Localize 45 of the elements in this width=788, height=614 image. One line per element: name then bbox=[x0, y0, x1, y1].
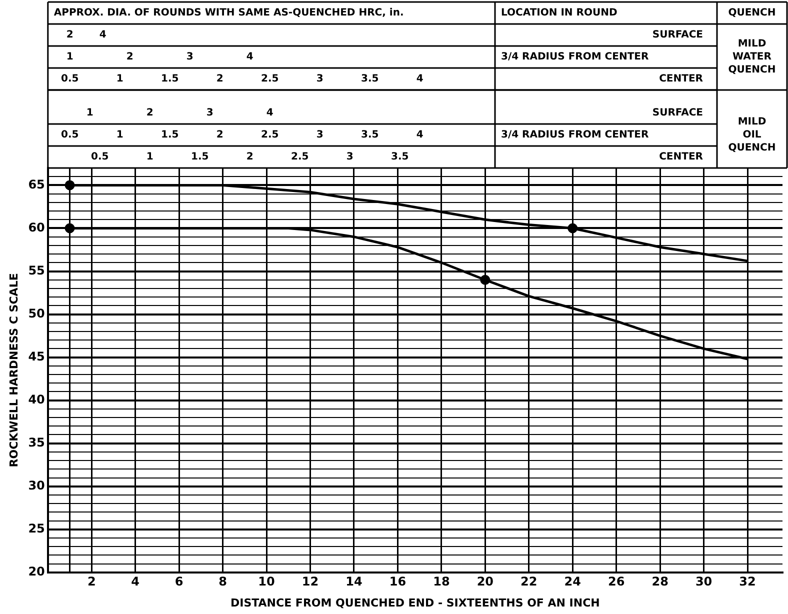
x-tick-label: 32 bbox=[739, 574, 756, 589]
text: CENTER bbox=[659, 152, 704, 163]
x-tick-label: 16 bbox=[389, 574, 406, 589]
x-tick-label: 22 bbox=[520, 574, 538, 589]
text: MILD OIL QUENCH bbox=[728, 116, 776, 154]
x-tick-label: 26 bbox=[608, 574, 625, 589]
y-tick-label: 20 bbox=[28, 564, 45, 579]
text: 0.5 1 1.5 2 2.5 3 3.5 bbox=[91, 152, 409, 163]
x-tick-label: 8 bbox=[218, 574, 227, 589]
y-tick-label: 65 bbox=[28, 177, 45, 192]
text: 3/4 RADIUS FROM CENTER bbox=[501, 52, 649, 63]
text: 0.5 1 1.5 2 2.5 3 3.5 4 bbox=[61, 74, 424, 85]
x-tick-label: 4 bbox=[131, 574, 140, 589]
x-tick-label: 12 bbox=[302, 574, 319, 589]
y-tick-label: 45 bbox=[28, 349, 45, 364]
x-tick-label: 24 bbox=[564, 574, 581, 589]
x-tick-label: 28 bbox=[652, 574, 668, 589]
text: LOCATION IN ROUND bbox=[501, 8, 618, 19]
x-tick-label: 20 bbox=[476, 574, 494, 589]
text: QUENCH bbox=[728, 8, 776, 19]
x-tick-label: 30 bbox=[695, 574, 712, 589]
text: 1 2 3 4 bbox=[86, 108, 274, 119]
text: 0.5 1 1.5 2 2.5 3 3.5 4 bbox=[61, 130, 424, 141]
text: CENTER bbox=[659, 74, 704, 85]
x-tick-label: 14 bbox=[346, 574, 362, 589]
y-tick-label: 55 bbox=[28, 263, 45, 278]
y-axis-title: ROCKWELL HARDNESS C SCALE bbox=[7, 273, 20, 468]
x-tick-label: 10 bbox=[258, 574, 275, 589]
x-tick-label: 6 bbox=[174, 574, 184, 589]
y-tick-label: 35 bbox=[28, 435, 45, 450]
text: MILD WATER QUENCH bbox=[728, 38, 776, 76]
y-tick-label: 50 bbox=[28, 306, 45, 320]
y-tick-label: 30 bbox=[28, 478, 45, 492]
text: 2 4 bbox=[66, 30, 106, 41]
text: SURFACE bbox=[652, 108, 704, 119]
text: 1 2 3 4 bbox=[66, 52, 254, 63]
text: 3/4 RADIUS FROM CENTER bbox=[501, 130, 649, 141]
x-tick-label: 2 bbox=[87, 574, 96, 589]
x-axis-title: DISTANCE FROM QUENCHED END - SIXTEENTHS OF AN INCH bbox=[230, 596, 600, 610]
y-tick-label: 60 bbox=[28, 220, 45, 234]
text: APPROX. DIA. OF ROUNDS WITH SAME AS-QUENCHED HRC, in. bbox=[54, 8, 404, 19]
x-tick-label: 18 bbox=[433, 574, 450, 589]
text: SURFACE bbox=[652, 30, 704, 41]
y-tick-label: 40 bbox=[28, 392, 45, 406]
y-tick-label: 25 bbox=[28, 522, 45, 536]
